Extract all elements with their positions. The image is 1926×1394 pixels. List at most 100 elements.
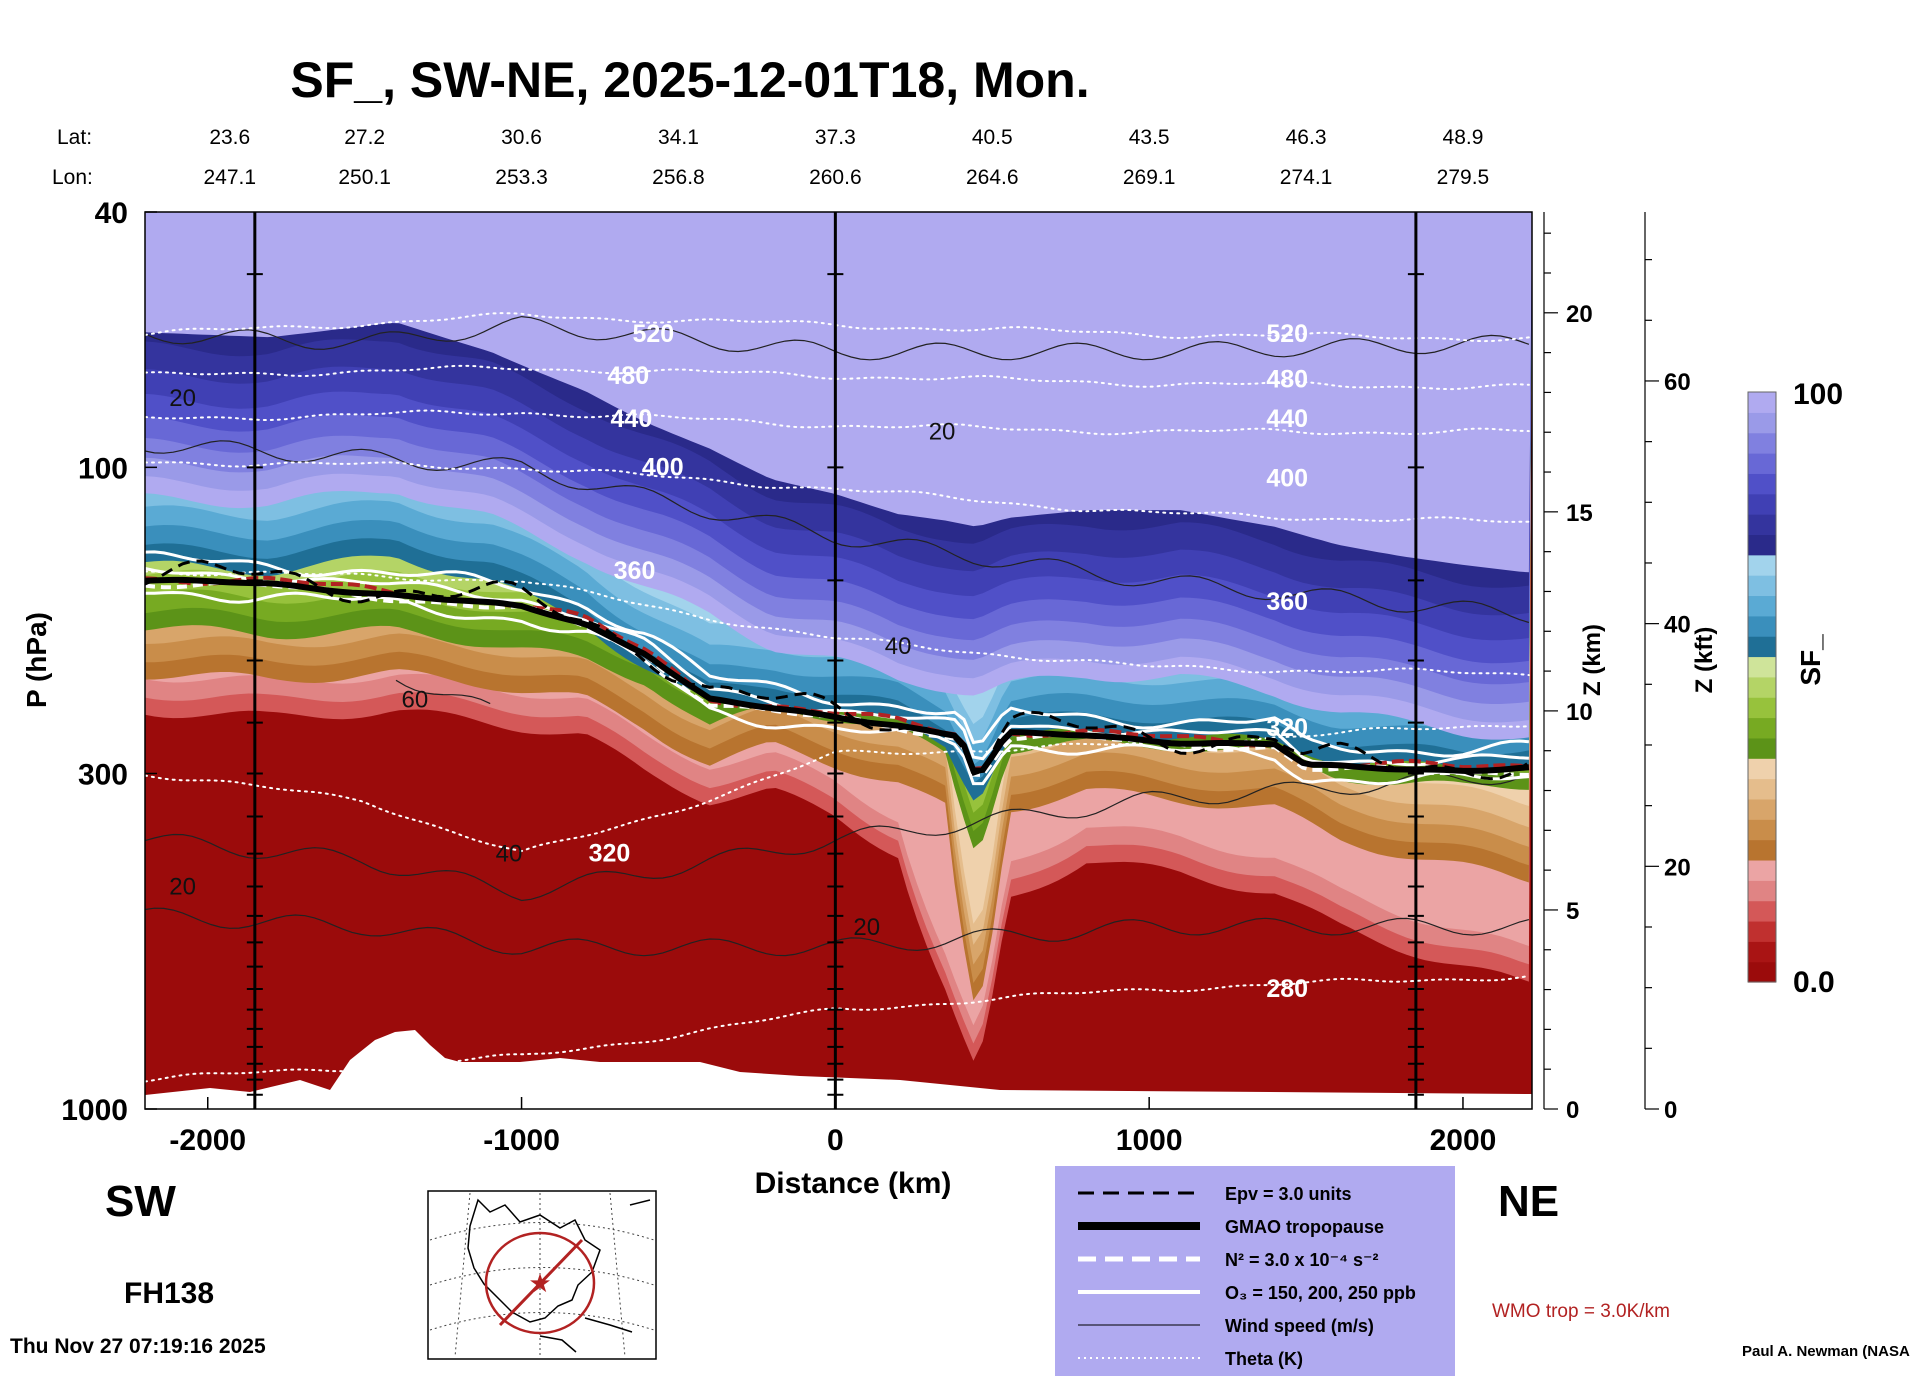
- lat-label-4: 37.3: [815, 126, 856, 149]
- p-tick-label-0: 40: [95, 197, 128, 230]
- z-km-axis: 0 5 10 15 20: [1543, 212, 1593, 1124]
- forecast-hour-label: FH138: [124, 1277, 214, 1310]
- lat-label-7: 46.3: [1286, 126, 1327, 149]
- lat-lon-labels: 23.6 247.1 27.2 250.1 30.6 253.3 34.1 256.8 37.3…: [203, 126, 1489, 189]
- tropopause-lines: [145, 550, 1530, 786]
- theta-right-label-5: 320: [1266, 714, 1308, 742]
- lon-label-2: 253.3: [495, 166, 548, 189]
- colorbar-segment-8: [1748, 798, 1776, 820]
- theta-right-label-6: 280: [1266, 975, 1308, 1003]
- x-tick-label-0: -2000: [169, 1124, 246, 1157]
- band-upper-stratosphere: [145, 212, 1532, 573]
- wind-label-5: 20: [853, 914, 880, 941]
- theta-label-3: 400: [642, 453, 684, 481]
- wind-speed-contours: [145, 315, 1530, 957]
- gmao-tropopause-line: [145, 576, 1530, 774]
- lon-row-label: Lon:: [52, 166, 93, 189]
- colorbar-title: SF_: [1795, 634, 1826, 686]
- colorbar-segment-4: [1748, 880, 1776, 902]
- wmo-trop-note: WMO trop = 3.0K/km: [1492, 1301, 1670, 1322]
- colorbar-segment-21: [1748, 534, 1776, 556]
- plot-frame: [144, 211, 1533, 1110]
- colorbar-frame: [1747, 391, 1777, 983]
- colorbar-segment-17: [1748, 615, 1776, 637]
- lat-label-8: 48.9: [1443, 126, 1484, 149]
- colorbar-segment-0: [1748, 961, 1776, 983]
- wind-label-6: 60: [402, 686, 429, 713]
- ne-direction-label: NE: [1498, 1177, 1559, 1226]
- colorbar-segment-23: [1748, 493, 1776, 515]
- theta-contour-440: [145, 409, 1530, 436]
- legend-background: [1055, 1166, 1455, 1376]
- p-tick-label-2: 300: [78, 758, 128, 791]
- legend-label-3: O₃ = 150, 200, 250 ppb: [1225, 1283, 1416, 1303]
- colorbar-segment-9: [1748, 778, 1776, 800]
- colorbar-segment-11: [1748, 737, 1776, 759]
- colorbar-segment-19: [1748, 575, 1776, 597]
- lat-label-0: 23.6: [209, 126, 250, 149]
- colorbar-segment-24: [1748, 473, 1776, 495]
- x-tick-label-4: 2000: [1430, 1124, 1497, 1157]
- timestamp: Thu Nov 27 07:19:16 2025: [10, 1335, 266, 1358]
- colorbar-segment-1: [1748, 941, 1776, 963]
- lon-label-7: 274.1: [1280, 166, 1333, 189]
- pressure-axis: 40 100 300 1000: [61, 197, 157, 1127]
- wind-contour-4: [145, 907, 1530, 957]
- y-axis-title: P (hPa): [21, 612, 52, 708]
- theta-label-0: 520: [632, 320, 674, 348]
- map-coastline: [467, 1198, 651, 1353]
- theta-label-1: 480: [607, 362, 649, 390]
- x-axis: -2000 -1000 0 1000 2000: [169, 1097, 1496, 1157]
- lat-row-label: Lat:: [57, 126, 92, 149]
- p-tick-label-1: 100: [78, 452, 128, 485]
- z-km-tick-label-1: 5: [1566, 898, 1579, 925]
- lon-label-4: 260.6: [809, 166, 862, 189]
- wind-contour-1: [145, 440, 1530, 624]
- x-tick-label-3: 1000: [1116, 1124, 1183, 1157]
- map-center-star-icon: ★: [528, 1268, 551, 1298]
- colorbar-segment-7: [1748, 819, 1776, 841]
- map-section-circle: [484, 1231, 596, 1335]
- legend-label-4: Wind speed (m/s): [1225, 1316, 1374, 1336]
- wind-label-2: 40: [885, 633, 912, 660]
- lon-label-8: 279.5: [1437, 166, 1490, 189]
- theta-label-4: 360: [614, 557, 656, 585]
- epv-contour-line: [145, 559, 1530, 781]
- wind-label-1: 20: [929, 419, 956, 446]
- lon-label-1: 250.1: [338, 166, 391, 189]
- colorbar-segment-15: [1748, 656, 1776, 678]
- legend-label-2: N² = 3.0 x 10⁻⁴ s⁻²: [1225, 1250, 1378, 1270]
- colorbar-segment-22: [1748, 514, 1776, 536]
- theta-right-label-0: 520: [1266, 320, 1308, 348]
- legend-label-5: Theta (K): [1225, 1349, 1303, 1369]
- colorbar: [1747, 391, 1777, 983]
- wind-label-4: 20: [169, 873, 196, 900]
- colorbar-segment-26: [1748, 432, 1776, 454]
- theta-right-label-3: 400: [1266, 464, 1308, 492]
- colorbar-segment-6: [1748, 839, 1776, 861]
- theta-contour-320: [145, 725, 1530, 853]
- map-frame: [427, 1190, 657, 1360]
- map-section-line: [498, 1238, 584, 1327]
- z-kft-tick-label-0: 0: [1664, 1097, 1677, 1124]
- colorbar-segment-14: [1748, 676, 1776, 698]
- colorbar-max-label: 100: [1793, 378, 1843, 411]
- colorbar-segment-5: [1748, 859, 1776, 881]
- theta-contour-480: [145, 364, 1530, 391]
- vertical-section-markers: [246, 212, 1424, 1109]
- theta-contour-280: [145, 975, 1530, 1083]
- theta-right-label-1: 480: [1266, 366, 1308, 394]
- lat-label-3: 34.1: [658, 126, 699, 149]
- legend: Epv = 3.0 units GMAO tropopause N² = 3.0 x…: [1055, 1166, 1455, 1376]
- legend-label-0: Epv = 3.0 units: [1225, 1184, 1352, 1204]
- colorbar-segment-10: [1748, 758, 1776, 780]
- theta-contour-520: [145, 312, 1530, 343]
- credit-text: Paul A. Newman (NASA: [1742, 1343, 1910, 1360]
- x-tick-label-2: 0: [827, 1124, 844, 1157]
- theta-label-2: 440: [611, 405, 653, 433]
- colorbar-segment-12: [1748, 717, 1776, 739]
- wind-label-0: 20: [169, 385, 196, 412]
- colorbar-segment-25: [1748, 453, 1776, 474]
- contour-labels: 520 480 440 400 360 320 520 480 440 400 360 320 280 2…: [169, 320, 1308, 1003]
